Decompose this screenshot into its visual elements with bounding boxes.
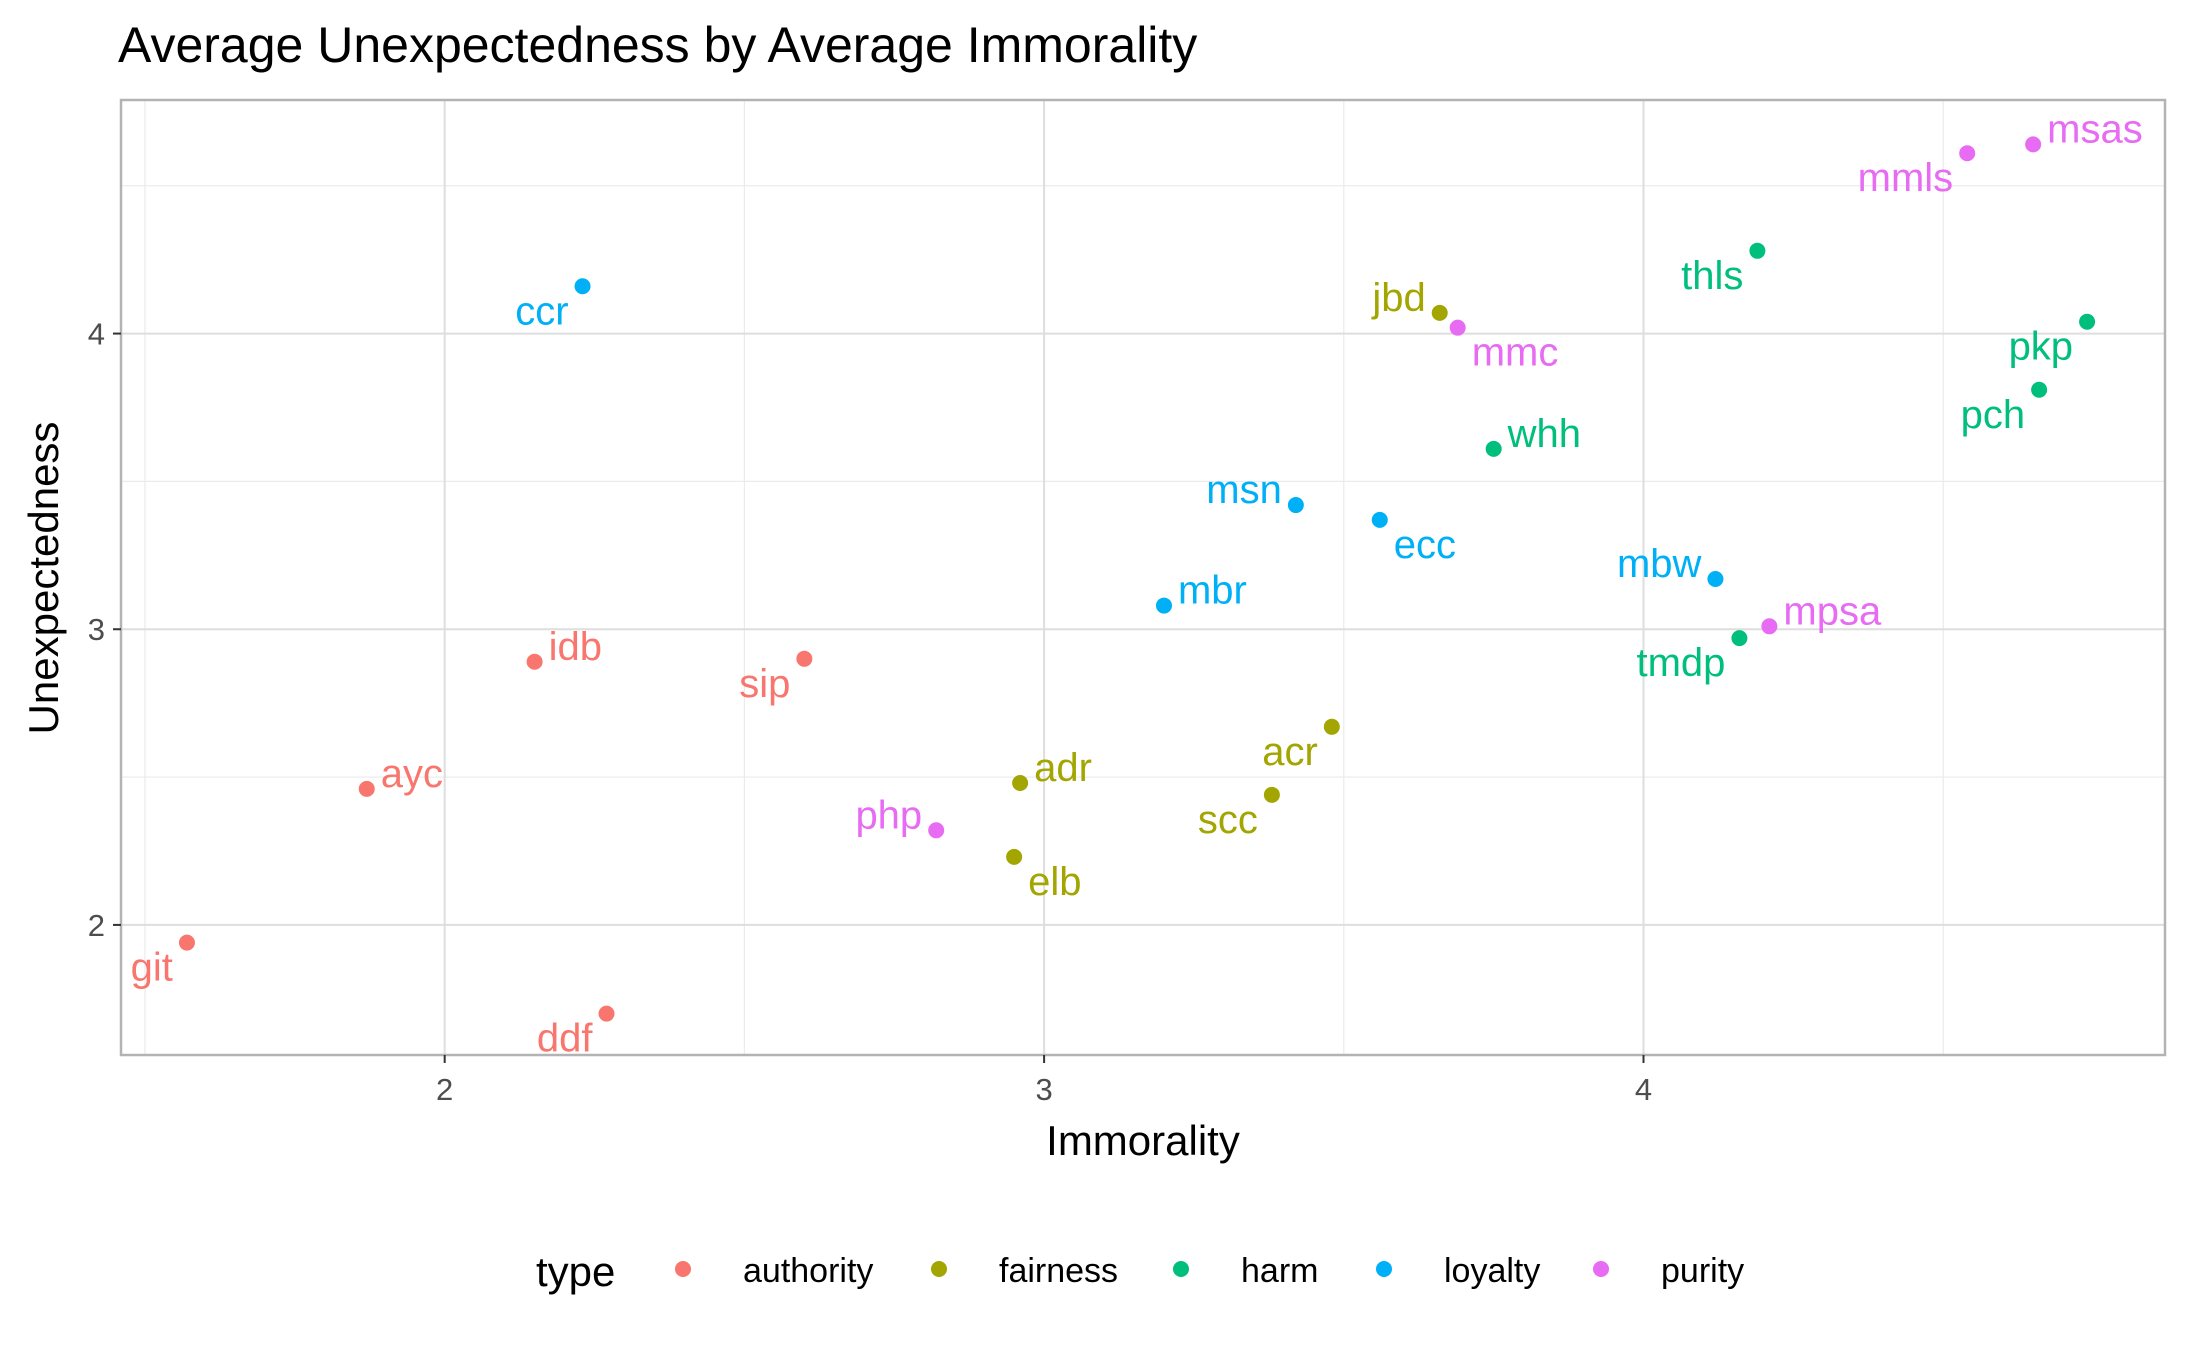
point-label-mmls: mmls	[1858, 156, 1954, 200]
point-ccr	[574, 278, 591, 295]
point-label-git: git	[131, 946, 173, 990]
point-label-acr: acr	[1262, 730, 1318, 774]
y-axis-title: Unexpectedness	[20, 422, 67, 735]
legend-key-fairness	[931, 1261, 947, 1277]
point-label-adr: adr	[1034, 746, 1092, 790]
point-elb	[1006, 848, 1023, 865]
legend-key-loyalty	[1376, 1261, 1392, 1277]
point-label-ddf: ddf	[537, 1017, 593, 1061]
point-pch	[2031, 381, 2048, 398]
point-label-tmdp: tmdp	[1636, 641, 1725, 685]
point-msas	[2025, 136, 2042, 153]
y-tick-label: 4	[88, 317, 105, 352]
point-label-scc: scc	[1198, 798, 1258, 842]
point-label-msas: msas	[2047, 107, 2143, 151]
plot-panel-border	[119, 98, 2167, 1057]
point-label-mpsa: mpsa	[1783, 589, 1882, 633]
x-axis-ticks: 2 3 4	[436, 1055, 1652, 1107]
point-mmls	[1959, 145, 1976, 162]
point-label-msn: msn	[1206, 468, 1282, 512]
point-label-mbw: mbw	[1617, 542, 1702, 586]
point-label-pch: pch	[1961, 393, 2026, 437]
legend-label-harm: harm	[1241, 1252, 1318, 1290]
x-axis-title: Immorality	[1046, 1117, 1240, 1164]
point-label-ayc: ayc	[381, 752, 443, 796]
point-whh	[1485, 440, 1502, 457]
y-tick-label: 3	[88, 612, 105, 647]
point-jbd	[1431, 304, 1448, 321]
point-idb	[526, 653, 543, 670]
point-git	[178, 934, 195, 951]
point-label-whh: whh	[1507, 412, 1581, 456]
point-scc	[1263, 786, 1280, 803]
point-label-sip: sip	[739, 662, 790, 706]
point-ecc	[1371, 511, 1388, 528]
point-label-elb: elb	[1028, 860, 1081, 904]
point-label-ecc: ecc	[1394, 523, 1456, 567]
legend-label-authority: authority	[743, 1252, 873, 1290]
legend-label-fairness: fairness	[999, 1252, 1118, 1290]
point-tmdp	[1731, 630, 1748, 647]
point-adr	[1012, 774, 1029, 791]
x-tick-label: 2	[436, 1072, 453, 1107]
point-acr	[1323, 718, 1340, 735]
x-tick-label: 3	[1035, 1072, 1052, 1107]
point-pkp	[2079, 313, 2096, 330]
point-label-jbd: jbd	[1371, 276, 1425, 320]
point-php	[928, 822, 945, 839]
y-axis-ticks: 2 3 4	[88, 317, 121, 943]
point-label-mbr: mbr	[1178, 569, 1247, 613]
chart-title: Average Unexpectedness by Average Immora…	[118, 17, 1197, 73]
data-points	[178, 136, 2096, 1022]
legend-title: type	[536, 1248, 615, 1295]
x-tick-label: 4	[1635, 1072, 1652, 1107]
point-msn	[1287, 497, 1304, 514]
legend-key-authority	[675, 1261, 691, 1277]
legend: type authority fairness harm loyalty purity	[536, 1248, 1744, 1295]
point-label-php: php	[855, 793, 922, 837]
legend-key-harm	[1173, 1261, 1189, 1277]
point-label-ccr: ccr	[515, 289, 568, 333]
legend-label-loyalty: loyalty	[1444, 1252, 1540, 1290]
point-label-mmc: mmc	[1472, 331, 1559, 375]
point-ddf	[598, 1005, 615, 1022]
legend-label-purity: purity	[1661, 1252, 1744, 1290]
point-label-thls: thls	[1681, 254, 1743, 298]
point-sip	[796, 650, 813, 667]
plot-panel-grid	[121, 100, 2165, 1055]
legend-key-purity	[1593, 1261, 1609, 1277]
point-label-idb: idb	[549, 625, 602, 669]
point-ayc	[358, 780, 375, 797]
point-mbr	[1155, 597, 1172, 614]
point-mpsa	[1761, 618, 1778, 635]
y-tick-label: 2	[88, 908, 105, 943]
point-thls	[1749, 242, 1766, 259]
point-mbw	[1707, 570, 1724, 587]
point-mmc	[1449, 319, 1466, 336]
point-label-pkp: pkp	[2009, 325, 2074, 369]
